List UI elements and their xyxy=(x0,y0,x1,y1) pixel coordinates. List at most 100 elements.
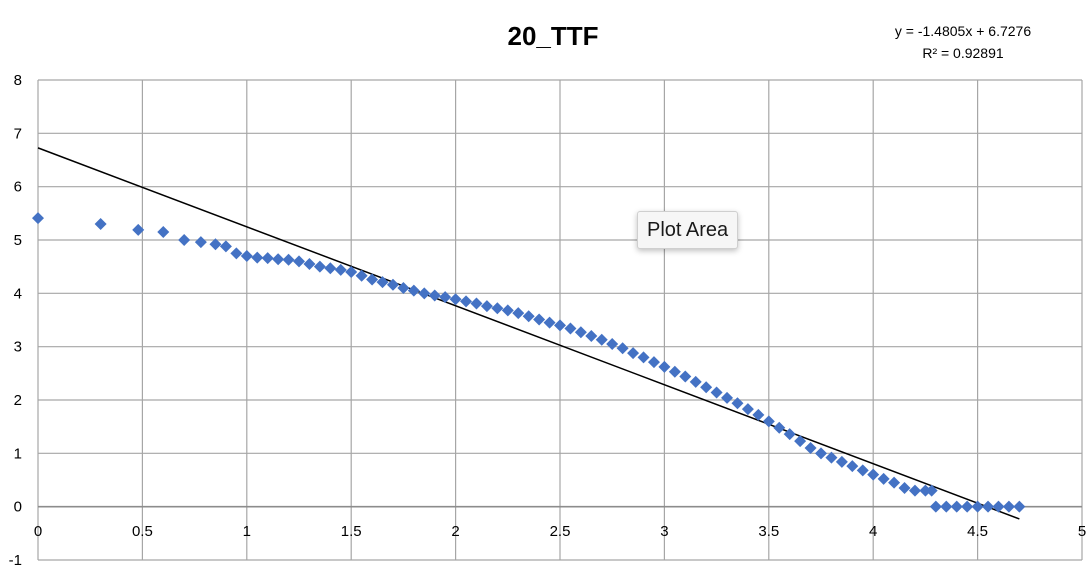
data-point xyxy=(804,442,817,454)
data-point xyxy=(449,293,462,306)
data-point xyxy=(543,316,556,329)
data-point xyxy=(132,223,145,236)
y-tick-label: 7 xyxy=(14,125,22,142)
data-point xyxy=(940,500,953,513)
data-point xyxy=(992,500,1005,513)
x-tick-label: 3 xyxy=(660,523,668,540)
data-point xyxy=(501,304,514,317)
data-point xyxy=(888,476,901,489)
data-point xyxy=(219,240,232,253)
x-tick-label: 4.5 xyxy=(967,523,988,540)
data-point xyxy=(982,500,995,513)
data-point xyxy=(846,460,859,473)
trendline-layer xyxy=(37,147,1020,520)
data-point xyxy=(355,269,368,282)
data-point xyxy=(710,386,723,399)
data-point xyxy=(867,468,880,481)
data-point xyxy=(428,289,441,302)
x-tick-label: 5 xyxy=(1078,523,1086,540)
data-point xyxy=(157,226,170,238)
data-point xyxy=(491,302,504,315)
y-tick-label: 6 xyxy=(14,179,22,196)
x-tick-label: 3.5 xyxy=(758,523,779,540)
data-point xyxy=(762,415,775,428)
y-tick-label: 5 xyxy=(14,232,22,249)
data-point xyxy=(261,252,274,265)
data-point xyxy=(554,319,566,332)
x-tick-label: 1 xyxy=(243,523,251,540)
data-point xyxy=(616,342,629,355)
data-point xyxy=(480,300,493,313)
x-tick-label: 4 xyxy=(869,523,877,540)
data-point xyxy=(251,251,264,264)
y-tick-label: 2 xyxy=(14,392,22,409)
data-point xyxy=(574,326,587,339)
data-point xyxy=(689,375,702,388)
data-point xyxy=(397,282,410,294)
y-tick-label: 1 xyxy=(14,445,22,462)
data-point xyxy=(971,500,984,513)
data-point xyxy=(345,266,358,278)
data-point xyxy=(815,447,827,460)
data-point xyxy=(209,238,222,251)
chart-title: 20_TTF xyxy=(507,21,598,51)
data-point xyxy=(595,333,608,346)
data-point xyxy=(731,397,744,410)
data-point xyxy=(679,370,692,383)
data-point xyxy=(752,408,765,421)
data-point xyxy=(1002,500,1015,513)
data-point xyxy=(376,276,389,289)
data-point xyxy=(627,347,640,360)
data-point xyxy=(835,455,848,468)
data-point xyxy=(564,322,577,335)
data-point xyxy=(898,482,911,494)
data-point xyxy=(522,310,535,323)
plot-area-tooltip: Plot Area xyxy=(637,211,739,249)
data-point xyxy=(230,247,243,260)
x-axis-tick-labels: 0 0.5 1 1.5 2 2.5 3 3.5 4 4.5 5 xyxy=(34,523,1086,540)
data-point xyxy=(668,365,681,378)
trendline xyxy=(37,147,1020,520)
data-point xyxy=(825,451,838,464)
data-point xyxy=(178,234,191,246)
data-point xyxy=(1013,500,1026,513)
x-tick-label: 0 xyxy=(34,523,42,540)
data-point xyxy=(700,381,713,394)
data-point xyxy=(961,500,974,513)
y-tick-label: 4 xyxy=(14,285,22,302)
data-point xyxy=(334,263,347,276)
data-point xyxy=(647,356,660,369)
trendline-equation: y = -1.4805x + 6.7276 xyxy=(895,23,1031,39)
data-point xyxy=(533,313,546,326)
data-point xyxy=(439,291,452,304)
data-point xyxy=(721,391,734,404)
data-point xyxy=(313,260,326,273)
data-point xyxy=(366,273,379,286)
data-point xyxy=(303,258,316,270)
data-point xyxy=(877,472,890,485)
data-point xyxy=(240,250,253,262)
data-point xyxy=(470,297,483,310)
data-point xyxy=(637,351,650,364)
data-point xyxy=(272,253,285,266)
data-point xyxy=(794,435,807,448)
data-point xyxy=(512,307,525,320)
data-point xyxy=(606,338,619,350)
data-point xyxy=(460,295,473,308)
data-point xyxy=(418,287,431,300)
data-point xyxy=(194,236,207,249)
data-point xyxy=(324,262,337,275)
data-point xyxy=(658,360,671,373)
x-tick-label: 2 xyxy=(451,523,459,540)
data-point xyxy=(925,484,938,497)
gridlines xyxy=(37,79,1083,561)
data-point xyxy=(293,255,305,268)
data-point xyxy=(783,428,796,441)
data-point xyxy=(407,284,420,297)
y-tick-label: 0 xyxy=(14,499,22,516)
data-point xyxy=(950,500,963,513)
data-point xyxy=(856,464,869,477)
data-point xyxy=(386,278,399,291)
data-point xyxy=(32,212,44,225)
